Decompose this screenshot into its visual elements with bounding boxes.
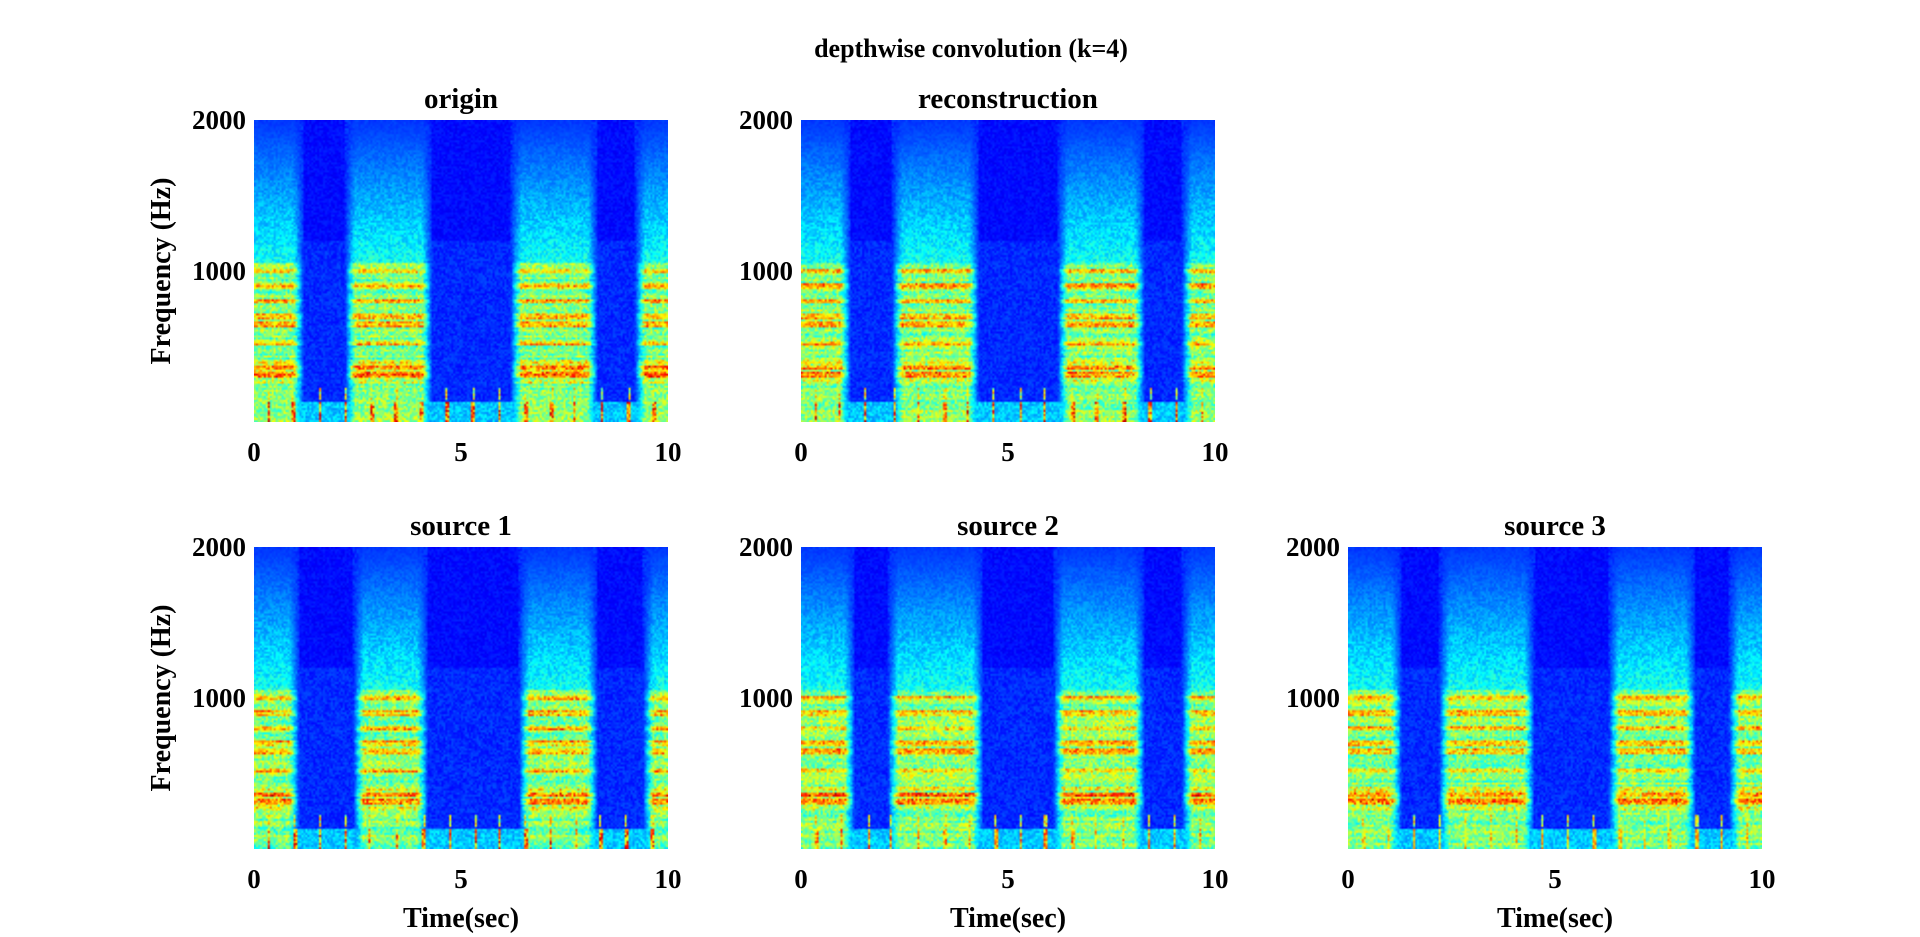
spectrogram-image xyxy=(801,547,1215,849)
x-tick-label: 5 xyxy=(454,864,468,894)
spectrogram-panel: source 2 0 5 10 1000 2000 Time(sec) xyxy=(739,510,1229,934)
x-tick-label: 0 xyxy=(794,864,808,894)
y-tick-label: 1000 xyxy=(1286,683,1340,713)
x-axis-label: Time(sec) xyxy=(403,903,519,934)
spectrogram-panel: source 3 0 5 10 1000 2000 Time(sec) xyxy=(1286,510,1776,934)
y-tick-label: 1000 xyxy=(739,683,793,713)
y-tick-label: 2000 xyxy=(192,105,246,135)
panel-title: reconstruction xyxy=(918,83,1098,115)
x-tick-label: 10 xyxy=(1749,864,1776,894)
x-tick-label: 5 xyxy=(1548,864,1562,894)
panel-title: source 1 xyxy=(410,510,512,542)
spectrogram-image xyxy=(254,120,668,422)
y-axis-label: Frequency (Hz) xyxy=(146,605,177,792)
x-tick-label: 5 xyxy=(1001,864,1015,894)
spectrogram-image xyxy=(1348,547,1762,849)
x-tick-label: 0 xyxy=(794,437,808,467)
y-tick-label: 2000 xyxy=(1286,532,1340,562)
x-tick-label: 5 xyxy=(1001,437,1015,467)
spectrogram-panel: origin 0 5 10 1000 2000 Frequency (Hz) xyxy=(146,83,682,467)
y-axis-label: Frequency (Hz) xyxy=(146,178,177,365)
x-tick-label: 0 xyxy=(247,864,261,894)
x-tick-label: 0 xyxy=(1341,864,1355,894)
x-axis-label: Time(sec) xyxy=(1497,903,1613,934)
x-tick-label: 5 xyxy=(454,437,468,467)
x-tick-label: 0 xyxy=(247,437,261,467)
panel-title: origin xyxy=(424,83,498,115)
spectrogram-image xyxy=(801,120,1215,422)
x-tick-label: 10 xyxy=(1202,864,1229,894)
x-tick-label: 10 xyxy=(655,864,682,894)
x-tick-label: 10 xyxy=(1202,437,1229,467)
x-axis-label: Time(sec) xyxy=(950,903,1066,934)
y-tick-label: 2000 xyxy=(739,532,793,562)
spectrogram-panel: reconstruction 0 5 10 1000 2000 xyxy=(739,83,1229,467)
y-tick-label: 2000 xyxy=(739,105,793,135)
panel-title: source 2 xyxy=(957,510,1059,542)
y-tick-label: 1000 xyxy=(192,256,246,286)
y-tick-label: 1000 xyxy=(739,256,793,286)
panel-title: source 3 xyxy=(1504,510,1606,542)
figure-title: depthwise convolution (k=4) xyxy=(814,34,1128,63)
x-tick-label: 10 xyxy=(655,437,682,467)
spectrogram-panel: source 1 0 5 10 1000 2000 Time(sec) Frequency (… xyxy=(146,510,682,934)
spectrogram-image xyxy=(254,547,668,849)
y-tick-label: 2000 xyxy=(192,532,246,562)
y-tick-label: 1000 xyxy=(192,683,246,713)
